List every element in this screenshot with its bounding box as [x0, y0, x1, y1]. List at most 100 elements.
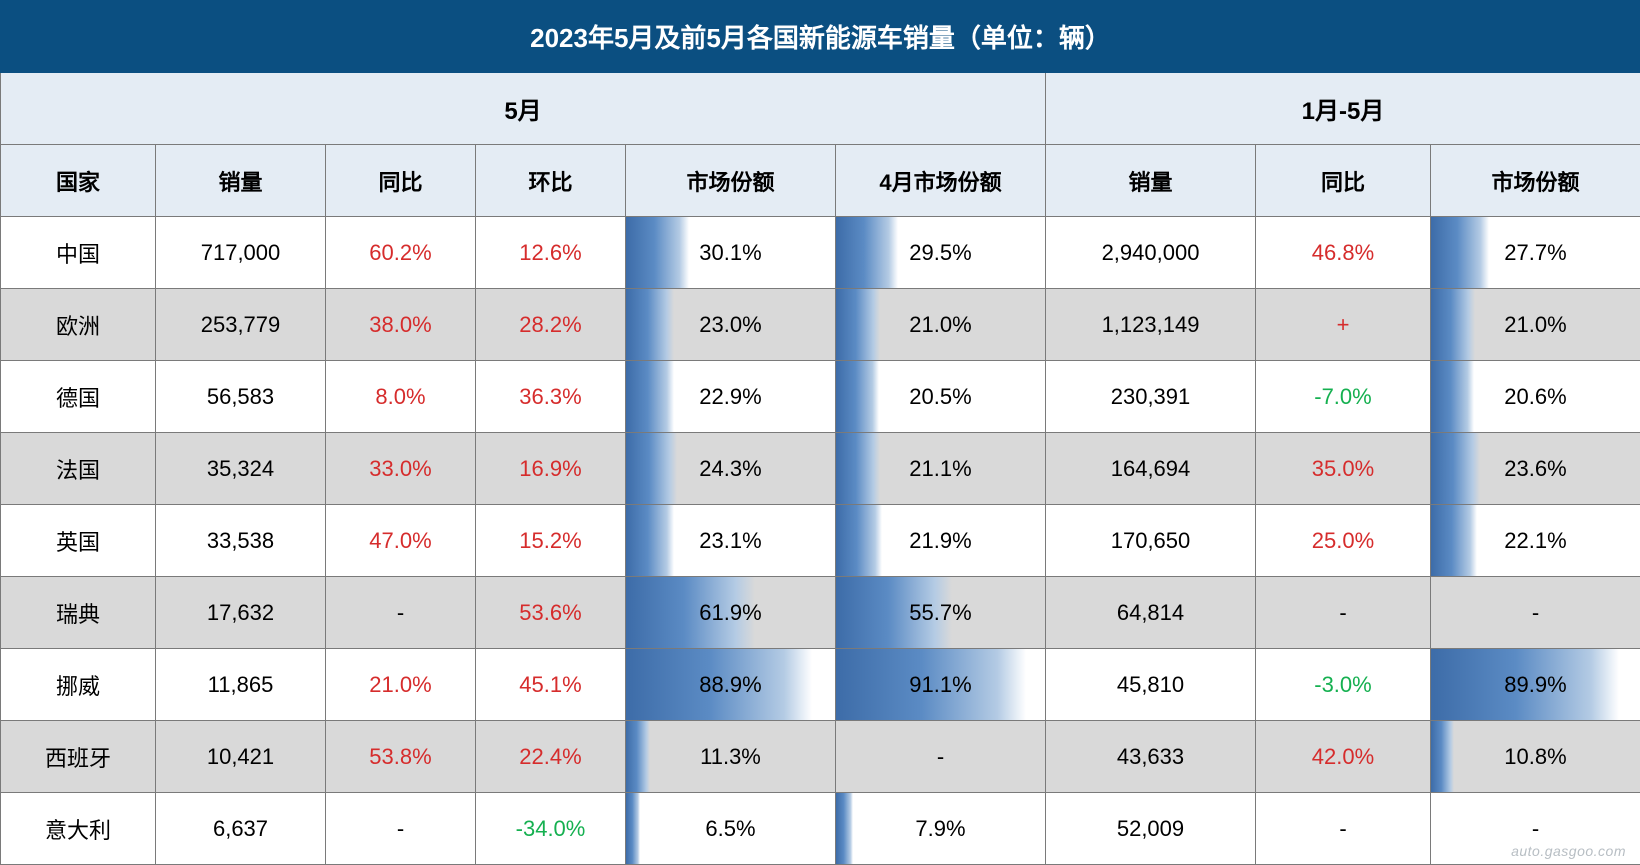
cell-apr-share-label: 20.5%	[909, 384, 971, 409]
cell-ytd-share: 21.0%	[1431, 289, 1640, 361]
cell-ytd-share-label: 20.6%	[1504, 384, 1566, 409]
cell-mom: 36.3%	[476, 361, 626, 433]
cell-ytd-share: -	[1431, 793, 1640, 865]
col-ytd-sales: 销量	[1046, 145, 1256, 217]
cell-ytd-share-label: 23.6%	[1504, 456, 1566, 481]
cell-share: 11.3%	[626, 721, 836, 793]
cell-share-bar	[626, 793, 640, 864]
cell-share-label: 30.1%	[699, 240, 761, 265]
cell-country: 西班牙	[1, 721, 156, 793]
cell-sales: 6,637	[156, 793, 326, 865]
cell-sales: 35,324	[156, 433, 326, 505]
cell-ytd-sales: 43,633	[1046, 721, 1256, 793]
cell-mom: 12.6%	[476, 217, 626, 289]
cell-sales: 33,538	[156, 505, 326, 577]
table-row: 中国717,00060.2%12.6%30.1%29.5%2,940,00046…	[1, 217, 1640, 289]
cell-share-bar	[626, 433, 677, 504]
cell-mom: 22.4%	[476, 721, 626, 793]
cell-country: 法国	[1, 433, 156, 505]
cell-ytd-yoy: 46.8%	[1256, 217, 1431, 289]
cell-mom: -34.0%	[476, 793, 626, 865]
cell-apr-share: 91.1%	[836, 649, 1046, 721]
table-row: 英国33,53847.0%15.2%23.1%21.9%170,65025.0%…	[1, 505, 1640, 577]
cell-apr-share: 55.7%	[836, 577, 1046, 649]
cell-share-label: 11.3%	[700, 744, 761, 769]
cell-ytd-yoy: -	[1256, 577, 1431, 649]
cell-ytd-yoy: +	[1256, 289, 1431, 361]
cell-ytd-share-bar	[1431, 361, 1474, 432]
cell-apr-share: 21.1%	[836, 433, 1046, 505]
col-sales: 销量	[156, 145, 326, 217]
cell-share-label: 22.9%	[699, 384, 761, 409]
cell-apr-share: 20.5%	[836, 361, 1046, 433]
period-ytd: 1月-5月	[1046, 73, 1640, 145]
table-row: 意大利6,637--34.0%6.5%7.9%52,009--	[1, 793, 1640, 865]
cell-apr-share-label: 7.9%	[915, 816, 965, 841]
table-row: 西班牙10,42153.8%22.4%11.3%-43,63342.0%10.8…	[1, 721, 1640, 793]
cell-mom: 16.9%	[476, 433, 626, 505]
cell-ytd-yoy: -	[1256, 793, 1431, 865]
cell-ytd-share: 23.6%	[1431, 433, 1640, 505]
cell-share-bar	[626, 721, 650, 792]
table-title: 2023年5月及前5月各国新能源车销量（单位：辆）	[1, 1, 1640, 73]
cell-ytd-sales: 52,009	[1046, 793, 1256, 865]
cell-yoy: -	[326, 577, 476, 649]
cell-share-bar	[626, 361, 674, 432]
cell-apr-share-label: 21.1%	[909, 456, 971, 481]
cell-apr-share: 7.9%	[836, 793, 1046, 865]
cell-ytd-yoy: 35.0%	[1256, 433, 1431, 505]
cell-ytd-sales: 170,650	[1046, 505, 1256, 577]
cell-apr-share-bar	[836, 433, 880, 504]
col-yoy: 同比	[326, 145, 476, 217]
cell-ytd-yoy: 42.0%	[1256, 721, 1431, 793]
cell-country: 欧洲	[1, 289, 156, 361]
ev-sales-table: 2023年5月及前5月各国新能源车销量（单位：辆） 5月 1月-5月 国家 销量…	[0, 0, 1640, 865]
cell-ytd-sales: 164,694	[1046, 433, 1256, 505]
cell-apr-share: -	[836, 721, 1046, 793]
cell-apr-share: 21.0%	[836, 289, 1046, 361]
cell-ytd-share-label: 22.1%	[1504, 528, 1566, 553]
cell-apr-share-bar	[836, 361, 879, 432]
cell-apr-share-bar	[836, 289, 880, 360]
cell-apr-share-label: 91.1%	[909, 672, 971, 697]
cell-ytd-yoy: -7.0%	[1256, 361, 1431, 433]
cell-apr-share-label: 55.7%	[909, 600, 971, 625]
period-may: 5月	[1, 73, 1046, 145]
cell-apr-share-label: 21.9%	[909, 528, 971, 553]
cell-share: 23.1%	[626, 505, 836, 577]
cell-ytd-yoy: 25.0%	[1256, 505, 1431, 577]
cell-ytd-share-label: 89.9%	[1504, 672, 1566, 697]
cell-ytd-sales: 2,940,000	[1046, 217, 1256, 289]
cell-yoy: 21.0%	[326, 649, 476, 721]
table-row: 挪威11,86521.0%45.1%88.9%91.1%45,810-3.0%8…	[1, 649, 1640, 721]
cell-share: 6.5%	[626, 793, 836, 865]
cell-ytd-yoy: -3.0%	[1256, 649, 1431, 721]
col-country: 国家	[1, 145, 156, 217]
cell-mom: 53.6%	[476, 577, 626, 649]
cell-mom: 28.2%	[476, 289, 626, 361]
cell-ytd-share-bar	[1431, 217, 1489, 288]
table-row: 法国35,32433.0%16.9%24.3%21.1%164,69435.0%…	[1, 433, 1640, 505]
cell-apr-share-bar	[836, 217, 898, 288]
cell-share-bar	[626, 217, 689, 288]
cell-ytd-share-bar	[1431, 505, 1477, 576]
cell-ytd-share-label: 27.7%	[1504, 240, 1566, 265]
cell-yoy: 60.2%	[326, 217, 476, 289]
cell-yoy: 53.8%	[326, 721, 476, 793]
cell-ytd-share: 10.8%	[1431, 721, 1640, 793]
cell-ytd-sales: 64,814	[1046, 577, 1256, 649]
cell-ytd-share-bar	[1431, 289, 1475, 360]
cell-ytd-share: 89.9%	[1431, 649, 1640, 721]
cell-apr-share-bar	[836, 793, 853, 864]
cell-apr-share-label: -	[937, 744, 944, 769]
cell-sales: 56,583	[156, 361, 326, 433]
col-apr-share: 4月市场份额	[836, 145, 1046, 217]
cell-ytd-sales: 1,123,149	[1046, 289, 1256, 361]
cell-yoy: -	[326, 793, 476, 865]
cell-ytd-share-bar	[1431, 721, 1454, 792]
cell-ytd-share: -	[1431, 577, 1640, 649]
table-row: 德国56,5838.0%36.3%22.9%20.5%230,391-7.0%2…	[1, 361, 1640, 433]
cell-ytd-sales: 230,391	[1046, 361, 1256, 433]
col-ytd-yoy: 同比	[1256, 145, 1431, 217]
col-mom: 环比	[476, 145, 626, 217]
